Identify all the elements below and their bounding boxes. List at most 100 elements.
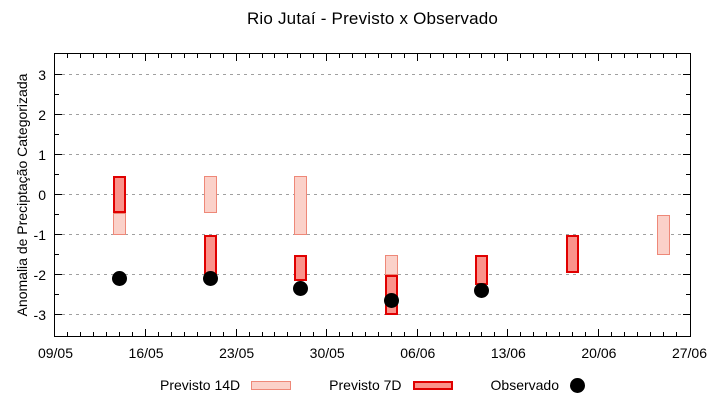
x-axis-tick xyxy=(403,54,405,58)
bar-previsto-14d xyxy=(384,254,398,275)
x-axis-tick xyxy=(649,332,651,336)
x-axis-tick xyxy=(636,332,638,336)
x-tick-label: 30/05 xyxy=(309,345,345,361)
y-axis-tick xyxy=(683,194,690,195)
x-axis-tick xyxy=(300,54,302,58)
x-axis-tick xyxy=(209,54,211,58)
x-axis-tick xyxy=(170,54,172,58)
x-axis-tick xyxy=(584,54,586,58)
observado-point xyxy=(474,283,490,299)
y-axis-tick xyxy=(683,73,690,75)
x-tick-label: 20/06 xyxy=(581,345,617,361)
x-axis-tick xyxy=(390,54,392,58)
bar-previsto-14d xyxy=(113,212,127,235)
x-tick-label: 06/06 xyxy=(400,345,436,361)
x-axis-tick xyxy=(287,54,289,58)
x-axis-tick xyxy=(80,54,82,58)
x-axis-tick xyxy=(365,54,367,58)
x-axis-tick xyxy=(481,54,483,58)
x-axis-tick xyxy=(158,54,159,58)
bar-previsto-7d xyxy=(294,254,308,281)
x-axis-tick xyxy=(106,332,108,336)
x-axis-tick xyxy=(546,332,548,336)
bar-previsto-7d xyxy=(203,234,217,275)
legend-item-previsto-14d: Previsto 14D xyxy=(160,377,292,393)
observado-point xyxy=(112,271,128,287)
bar-previsto-14d xyxy=(294,176,308,235)
x-axis-tick xyxy=(352,332,354,336)
x-axis-tick xyxy=(429,54,431,58)
x-axis-tick xyxy=(520,332,522,336)
x-axis-tick xyxy=(106,54,108,58)
x-axis-tick xyxy=(416,54,418,61)
legend: Previsto 14D Previsto 7D Observado xyxy=(54,374,691,396)
x-axis-tick xyxy=(274,54,276,58)
y-tick-label: 2 xyxy=(38,106,46,123)
y-axis-tick xyxy=(686,254,690,256)
x-axis-tick xyxy=(416,329,418,336)
x-axis-tick xyxy=(533,54,535,58)
x-axis-tick xyxy=(261,54,263,58)
y-axis-tick xyxy=(55,153,62,155)
observado-dot-icon xyxy=(570,377,585,393)
x-axis-tick xyxy=(481,332,483,336)
x-axis-tick xyxy=(222,54,224,58)
y-axis-tick xyxy=(55,113,62,115)
x-axis-tick xyxy=(675,54,677,58)
x-axis-tick xyxy=(507,329,509,336)
gridline xyxy=(55,194,690,195)
legend-label-previsto-14d: Previsto 14D xyxy=(160,377,241,393)
x-axis-tick xyxy=(610,332,612,336)
x-axis-tick xyxy=(442,332,444,336)
x-axis-tick xyxy=(507,54,509,61)
bar-previsto-14d xyxy=(203,176,217,213)
x-axis-tick xyxy=(623,54,625,58)
x-tick-label: 09/05 xyxy=(37,345,74,361)
x-axis-tick xyxy=(170,332,172,336)
x-axis-tick xyxy=(662,332,664,336)
x-axis-tick xyxy=(610,54,612,58)
x-axis-tick xyxy=(377,332,379,336)
y-axis-tick xyxy=(55,314,62,316)
gridline xyxy=(55,113,690,115)
observado-point xyxy=(383,293,399,309)
y-tick-label: 1 xyxy=(38,146,46,163)
x-axis-tick xyxy=(675,332,677,336)
x-axis-tick xyxy=(326,54,328,61)
y-axis-tick xyxy=(683,234,690,236)
x-axis-tick xyxy=(313,54,315,58)
x-axis-tick xyxy=(80,332,82,336)
legend-label-observado: Observado xyxy=(490,377,559,393)
x-axis-tick xyxy=(494,332,496,336)
y-tick-label: -1 xyxy=(33,227,46,244)
x-axis-tick xyxy=(403,332,405,336)
x-axis-tick xyxy=(572,332,574,336)
x-axis-tick xyxy=(559,54,561,58)
gridline xyxy=(55,314,690,316)
x-axis-tick xyxy=(649,54,651,58)
x-axis-tick xyxy=(313,332,315,336)
y-axis-tick xyxy=(55,274,62,276)
y-tick-label: 0 xyxy=(38,187,46,203)
y-axis-tick xyxy=(686,133,690,135)
x-axis-tick xyxy=(196,54,198,58)
y-axis-tick xyxy=(686,214,690,216)
y-axis-tick xyxy=(683,113,690,115)
legend-item-previsto-7d: Previsto 7D xyxy=(329,377,453,393)
x-tick-label: 16/05 xyxy=(128,345,164,361)
y-axis-tick xyxy=(683,274,690,276)
y-axis-tick xyxy=(55,133,59,135)
x-axis-tick xyxy=(222,332,224,336)
x-axis-tick xyxy=(158,332,159,336)
y-axis-tick xyxy=(55,73,62,75)
x-axis-tick xyxy=(300,332,302,336)
x-axis-tick xyxy=(287,332,289,336)
x-axis-tick xyxy=(339,54,341,58)
y-axis-tick xyxy=(55,254,59,256)
x-tick-label: 27/06 xyxy=(671,345,708,361)
x-axis-tick xyxy=(93,332,95,336)
x-axis-tick xyxy=(145,329,147,336)
gridline xyxy=(55,73,690,75)
y-axis-tick xyxy=(683,314,690,316)
x-axis-tick xyxy=(520,54,522,58)
